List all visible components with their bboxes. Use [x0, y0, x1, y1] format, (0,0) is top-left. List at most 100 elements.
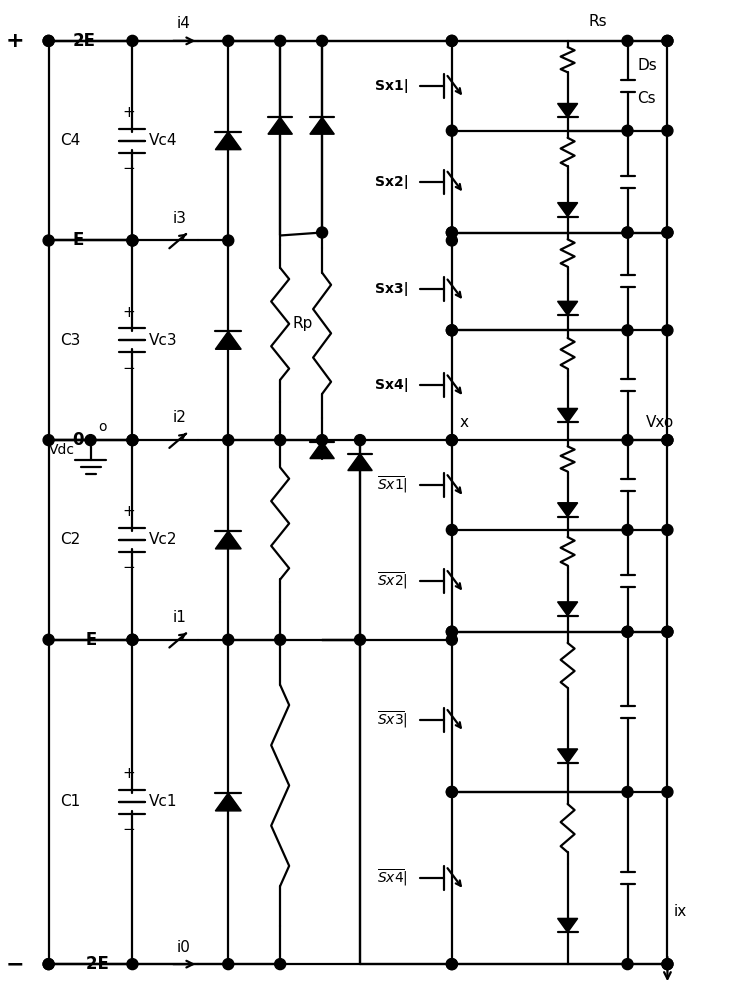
Text: +: + — [122, 766, 135, 781]
Polygon shape — [310, 117, 334, 134]
Text: i0: i0 — [176, 940, 190, 955]
Polygon shape — [557, 918, 578, 932]
Circle shape — [127, 634, 138, 645]
Text: +: + — [5, 31, 24, 51]
Circle shape — [446, 227, 457, 238]
Text: 0: 0 — [73, 431, 84, 449]
Polygon shape — [557, 301, 578, 315]
Circle shape — [662, 125, 673, 136]
Text: ix: ix — [674, 904, 687, 919]
Circle shape — [316, 227, 328, 238]
Text: Ds: Ds — [637, 58, 657, 73]
Text: Vc1: Vc1 — [148, 794, 177, 809]
Circle shape — [662, 786, 673, 797]
Text: Vxo: Vxo — [645, 415, 674, 430]
Text: o: o — [99, 420, 107, 434]
Text: Vc3: Vc3 — [148, 333, 177, 348]
Text: Sx1|: Sx1| — [375, 79, 409, 93]
Circle shape — [127, 235, 138, 246]
Text: −: − — [122, 822, 135, 837]
Text: −: − — [5, 954, 24, 974]
Circle shape — [622, 786, 633, 797]
Polygon shape — [348, 454, 372, 471]
Circle shape — [43, 35, 54, 46]
Circle shape — [662, 325, 673, 336]
Circle shape — [43, 35, 54, 46]
Text: −2E: −2E — [73, 955, 110, 973]
Circle shape — [622, 524, 633, 535]
Circle shape — [223, 235, 233, 246]
Text: i1: i1 — [173, 610, 186, 625]
Polygon shape — [216, 132, 242, 150]
Circle shape — [127, 959, 138, 970]
Circle shape — [354, 435, 365, 446]
Text: i2: i2 — [173, 410, 186, 425]
Circle shape — [662, 435, 673, 446]
Circle shape — [446, 35, 457, 46]
Circle shape — [446, 125, 457, 136]
Text: $\overline{Sx3}$|: $\overline{Sx3}$| — [376, 710, 408, 730]
Text: Cs: Cs — [637, 91, 656, 106]
Text: −: − — [122, 361, 135, 376]
Polygon shape — [557, 749, 578, 763]
Text: $\overline{Sx4}$|: $\overline{Sx4}$| — [376, 868, 408, 888]
Circle shape — [446, 435, 457, 446]
Polygon shape — [310, 442, 334, 459]
Circle shape — [446, 325, 457, 336]
Text: 2E: 2E — [73, 32, 96, 50]
Circle shape — [446, 786, 457, 797]
Circle shape — [446, 626, 457, 637]
Circle shape — [223, 35, 233, 46]
Text: i3: i3 — [173, 211, 187, 226]
Circle shape — [354, 634, 365, 645]
Polygon shape — [557, 408, 578, 422]
Polygon shape — [557, 103, 578, 117]
Circle shape — [446, 435, 457, 446]
Circle shape — [127, 435, 138, 446]
Circle shape — [43, 435, 54, 446]
Circle shape — [127, 435, 138, 446]
Circle shape — [127, 35, 138, 46]
Text: Rp: Rp — [292, 316, 313, 331]
Text: C1: C1 — [60, 794, 81, 809]
Circle shape — [223, 634, 233, 645]
Circle shape — [662, 959, 673, 970]
Text: −: − — [122, 161, 135, 176]
Circle shape — [662, 35, 673, 46]
Text: Rs: Rs — [588, 14, 607, 29]
Text: $\overline{Sx1}$|: $\overline{Sx1}$| — [376, 475, 408, 495]
Circle shape — [446, 634, 457, 645]
Circle shape — [127, 634, 138, 645]
Circle shape — [43, 235, 54, 246]
Circle shape — [662, 35, 673, 46]
Circle shape — [43, 634, 54, 645]
Text: Vdc: Vdc — [49, 443, 75, 457]
Circle shape — [316, 435, 328, 446]
Text: Sx4|: Sx4| — [375, 378, 409, 392]
Circle shape — [446, 786, 457, 797]
Text: Sx3|: Sx3| — [375, 282, 409, 296]
Polygon shape — [216, 331, 242, 349]
Circle shape — [662, 626, 673, 637]
Circle shape — [622, 227, 633, 238]
Circle shape — [446, 959, 457, 970]
Polygon shape — [557, 203, 578, 217]
Circle shape — [43, 959, 54, 970]
Circle shape — [223, 959, 233, 970]
Polygon shape — [216, 531, 242, 549]
Text: E: E — [73, 231, 84, 249]
Circle shape — [275, 435, 286, 446]
Text: $\overline{Sx2}$|: $\overline{Sx2}$| — [376, 571, 408, 591]
Text: +: + — [122, 305, 135, 320]
Circle shape — [446, 235, 457, 246]
Circle shape — [446, 524, 457, 535]
Circle shape — [662, 227, 673, 238]
Text: −: − — [122, 560, 135, 575]
Text: C3: C3 — [60, 333, 81, 348]
Text: +: + — [122, 504, 135, 519]
Text: x: x — [460, 415, 469, 430]
Circle shape — [662, 626, 673, 637]
Circle shape — [622, 435, 633, 446]
Polygon shape — [268, 117, 293, 134]
Text: C4: C4 — [60, 133, 81, 148]
